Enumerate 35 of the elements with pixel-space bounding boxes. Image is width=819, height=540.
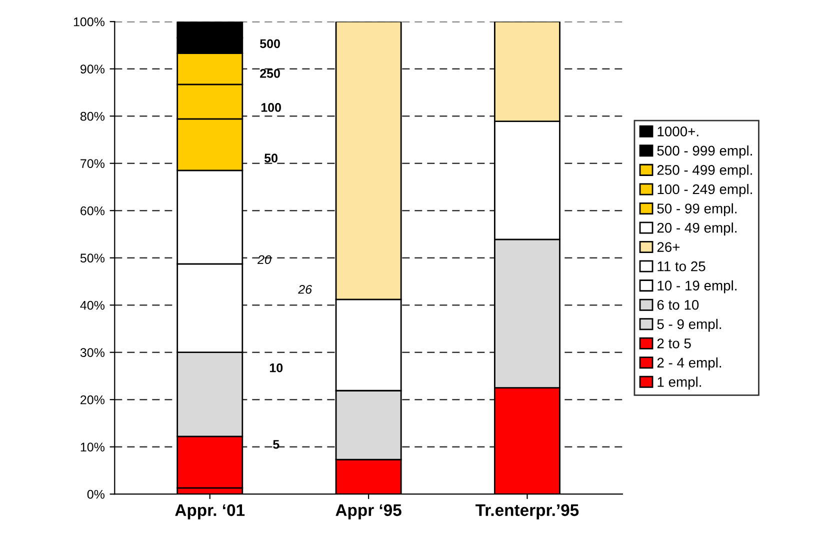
legend-label: 11 to 25 [658, 261, 706, 272]
legend-label: 50 - 99 empl. [657, 203, 736, 216]
legend-label: 250 - 499 empl. [657, 164, 752, 178]
y-tick-label: 80% [80, 112, 104, 121]
y-tick-label: 70% [80, 159, 104, 168]
legend-label: 20 - 49 empl. [657, 222, 736, 236]
legend-label: 1 empl. [658, 376, 701, 390]
legend-label: 5 - 9 empl. [657, 318, 722, 332]
legend-label: 2 - 4 empl. [657, 357, 722, 370]
annotation: 50 [264, 154, 278, 162]
x-tick-label: Appr ‘95 [336, 504, 402, 520]
y-tick-label: 100% [74, 17, 104, 26]
annotation: 100 [261, 103, 281, 112]
annotation: 10 [270, 363, 283, 372]
y-tick-label: 30% [80, 348, 104, 357]
annotation: 26 [298, 284, 312, 294]
y-tick-label: 20% [80, 395, 104, 404]
x-tick-label: Tr.enterpr.’95 [476, 504, 579, 520]
legend-label: 6 to 10 [657, 300, 699, 310]
legend-label: 2 to 5 [657, 338, 691, 348]
annotation: 500 [260, 39, 280, 48]
x-tick-label: Appr. ‘01 [175, 504, 245, 520]
y-tick-label: 10% [80, 442, 104, 452]
annotation: 250 [260, 69, 280, 78]
legend-label: 500 - 999 empl. [657, 145, 752, 158]
y-tick-label: 50% [80, 254, 104, 262]
legend-label: 100 - 249 empl. [658, 184, 752, 197]
legend-label: 26+ [657, 242, 680, 252]
y-tick-label: 0% [87, 490, 104, 499]
annotation: 5 [273, 440, 280, 449]
legend-label: 1000+. [658, 126, 698, 136]
y-tick-label: 40% [80, 300, 104, 310]
y-tick-label: 90% [80, 64, 104, 74]
y-tick-label: 60% [80, 206, 104, 216]
legend-label: 10 - 19 empl. [658, 280, 736, 294]
